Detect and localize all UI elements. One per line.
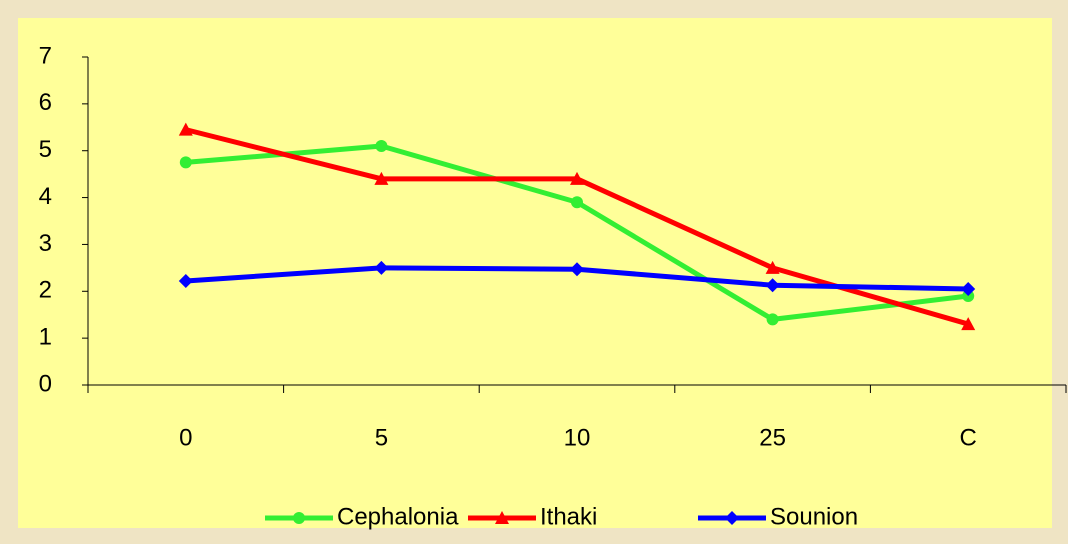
- marker: [570, 171, 584, 185]
- marker: [374, 260, 389, 275]
- x-tick-label: C: [960, 424, 977, 451]
- legend-label: Sounion: [770, 503, 858, 530]
- marker: [495, 511, 509, 524]
- legend-label: Ithaki: [540, 503, 597, 530]
- marker: [571, 196, 583, 209]
- x-tick-label: 0: [179, 424, 192, 451]
- y-tick-label: 5: [39, 136, 52, 163]
- marker: [961, 281, 976, 296]
- x-tick-label: 10: [564, 424, 591, 451]
- y-tick-label: 2: [39, 277, 52, 304]
- chart-area: [18, 18, 1052, 528]
- marker: [293, 512, 305, 524]
- marker: [766, 313, 779, 326]
- y-tick-label: 1: [39, 323, 52, 350]
- y-tick-label: 7: [39, 42, 52, 69]
- x-tick-label: 5: [375, 424, 388, 451]
- legend-label: Cephalonia: [337, 503, 459, 530]
- marker: [725, 511, 739, 525]
- y-tick-label: 0: [39, 370, 52, 397]
- marker: [961, 317, 976, 331]
- marker: [765, 278, 780, 293]
- marker: [178, 122, 193, 136]
- marker: [374, 171, 389, 185]
- marker: [962, 289, 975, 302]
- y-tick-label: 4: [39, 183, 52, 210]
- marker: [179, 156, 192, 169]
- y-tick-label: 3: [39, 230, 52, 257]
- marker: [765, 260, 780, 274]
- marker: [570, 262, 584, 277]
- marker: [375, 140, 388, 153]
- marker: [178, 273, 193, 288]
- y-tick-label: 6: [39, 89, 52, 116]
- x-tick-label: 25: [759, 424, 786, 451]
